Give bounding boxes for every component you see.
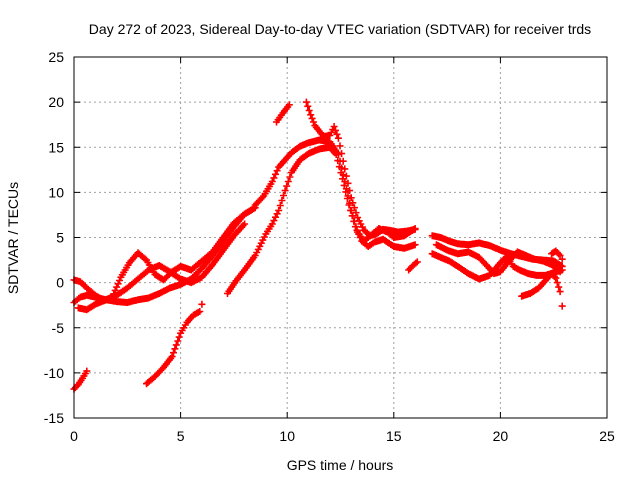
plus-marks bbox=[518, 270, 566, 310]
y-axis-label: SDTVAR / TECUs bbox=[5, 182, 21, 294]
y-tick-label: 10 bbox=[48, 184, 64, 200]
x-tick-label: 10 bbox=[279, 428, 295, 444]
plus-marks bbox=[143, 300, 206, 388]
x-tick-label: 0 bbox=[70, 428, 78, 444]
plus-marks bbox=[405, 258, 421, 274]
series-track-9 bbox=[302, 98, 419, 240]
plus-marks bbox=[302, 98, 419, 240]
series-track-8 bbox=[273, 101, 293, 126]
plus-marks bbox=[70, 367, 91, 393]
tick-labels: 0 5 10 15 20 25 -15 -10 -5 0 5 10 15 20 25 bbox=[44, 49, 615, 444]
series-track-5 bbox=[143, 300, 206, 388]
y-tick-label: 0 bbox=[56, 275, 64, 291]
x-tick-label: 25 bbox=[599, 428, 615, 444]
y-tick-label: -15 bbox=[44, 410, 64, 426]
grid-lines bbox=[74, 57, 607, 418]
series-track-1 bbox=[70, 367, 91, 393]
x-tick-label: 15 bbox=[386, 428, 402, 444]
data-series bbox=[70, 98, 566, 393]
plus-marks bbox=[224, 143, 419, 297]
y-tick-label: 5 bbox=[56, 230, 64, 246]
plot-frame bbox=[73, 56, 608, 419]
series-track-15 bbox=[548, 247, 566, 263]
plus-marks bbox=[432, 241, 564, 278]
y-tick-label: 25 bbox=[48, 49, 64, 65]
x-axis-label: GPS time / hours bbox=[287, 457, 394, 473]
x-tick-label: 5 bbox=[177, 428, 185, 444]
series-track-13 bbox=[432, 241, 564, 278]
chart-title: Day 272 of 2023, Sidereal Day-to-day VTE… bbox=[89, 21, 591, 37]
y-tick-label: -10 bbox=[44, 365, 64, 381]
plus-marks bbox=[74, 220, 249, 314]
x-tick-label: 20 bbox=[493, 428, 509, 444]
y-tick-label: 20 bbox=[48, 94, 64, 110]
y-tick-label: -5 bbox=[52, 320, 65, 336]
plus-marks bbox=[548, 247, 566, 263]
series-track-10 bbox=[405, 258, 421, 274]
plus-marks bbox=[273, 101, 293, 126]
series-track-6 bbox=[224, 143, 419, 297]
series-track-4 bbox=[74, 220, 249, 314]
series-track-14 bbox=[518, 270, 566, 310]
y-tick-label: 15 bbox=[48, 139, 64, 155]
